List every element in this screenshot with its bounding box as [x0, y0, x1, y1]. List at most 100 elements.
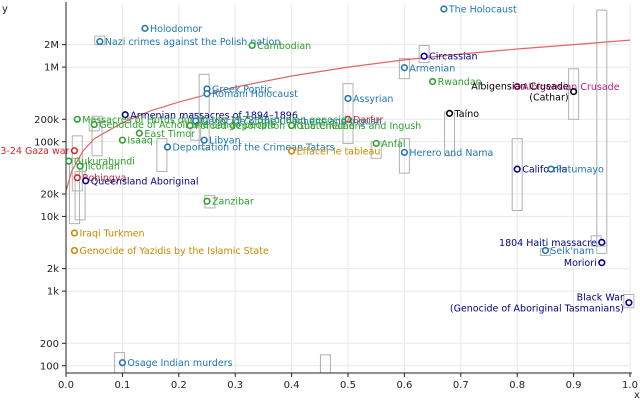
data-label-line: Cambodian	[257, 41, 311, 52]
data-label-line: Genocide of the Chechens and Ingush	[201, 116, 382, 127]
data-point	[141, 24, 149, 32]
data-point	[65, 157, 73, 165]
data-label-line: Darfur	[353, 115, 383, 126]
data-label-line: (Cathar)	[529, 93, 568, 104]
x-tick-label: 0.3	[227, 380, 243, 391]
y-tick-label: 2k	[47, 264, 59, 275]
data-point	[625, 299, 633, 307]
data-label-line: Romani Holocaust	[212, 89, 298, 100]
data-label: Guatemalan	[297, 121, 355, 132]
data-label-line: Selk'nam	[550, 246, 594, 257]
data-label: Massacres of Hutus during the 1972 Burun…	[82, 115, 353, 126]
x-tick-label: 0.2	[171, 380, 187, 391]
data-label-line: Armenian massacres of 1894–1896	[130, 110, 298, 121]
data-point	[288, 121, 296, 130]
data-label: Queensland Aboriginal	[91, 176, 199, 187]
tick-label-layer: 0.0 0.1 0.2 0.3 0.4 0.5 0.6 0.7 0.8 0.9 1.0 100 200 1…	[34, 40, 638, 391]
data-point	[248, 41, 256, 50]
point-layer: The Holocaust Holodomor Nazi crimes agains…	[0, 4, 633, 369]
range-box	[198, 73, 210, 150]
grid-layer	[65, 4, 631, 373]
data-point	[598, 238, 606, 246]
data-label: Albigensian Crusade	[522, 82, 620, 93]
data-label: Genocide of Yazidis by the Islamic State	[79, 246, 268, 257]
data-point	[541, 246, 550, 255]
data-point	[82, 177, 90, 185]
y-tick-label: 200k	[34, 115, 59, 126]
data-point	[192, 117, 200, 125]
x-axis-title: x	[634, 390, 640, 400]
data-point	[344, 94, 352, 103]
data-label: Gukurahundi	[74, 157, 135, 168]
data-point	[163, 143, 172, 151]
data-label: 1804 Haiti massacre	[499, 238, 597, 249]
y-tick-label: 2M	[44, 40, 59, 51]
y-axis-title: y	[2, 4, 8, 15]
data-label: Osage Indian murders	[127, 358, 232, 369]
data-label: Rohingya	[82, 173, 126, 184]
data-point	[400, 64, 409, 72]
data-label-line: (Genocide of Aboriginal Tasmanians)	[450, 304, 624, 315]
x-tick-label: 0.0	[58, 380, 74, 391]
data-label-line: Iraqi Turkmen	[79, 228, 144, 239]
data-point	[344, 115, 352, 123]
range-box	[88, 118, 100, 132]
data-label-line: Circassian	[429, 52, 477, 63]
data-point	[547, 165, 555, 173]
x-tick-label: 0.9	[566, 380, 582, 391]
range-box	[342, 83, 354, 144]
data-label: Black War (Genocide of Aboriginal Tasmani…	[450, 293, 624, 315]
data-label: Anfal	[381, 139, 405, 150]
data-label-line: Osage Indian murders	[127, 358, 232, 369]
data-label-line: Jicorlan	[84, 162, 120, 173]
x-tick-label: 0.6	[396, 380, 412, 391]
data-label-line: Rwandan	[438, 77, 482, 88]
data-label: Libyan	[209, 136, 240, 147]
data-label: Nazi crimes against the Polish nation	[105, 37, 281, 48]
data-label-line: Gukurahundi	[74, 157, 135, 168]
x-tick-label: 0.5	[340, 380, 356, 391]
trend-line	[65, 39, 631, 192]
data-point	[429, 77, 437, 86]
data-point	[70, 147, 79, 155]
data-point	[200, 136, 208, 144]
data-label-line: Herero and Nama	[409, 148, 493, 159]
data-point	[186, 121, 194, 130]
data-label-line: Greek Pontic	[212, 84, 272, 95]
data-label: Darfur	[353, 115, 383, 126]
x-tick-label: 0.7	[453, 380, 469, 391]
data-label: Greek Pontic	[212, 84, 272, 95]
data-label-line: Moriori	[564, 258, 597, 269]
data-label-line: California	[522, 165, 567, 176]
range-box	[68, 157, 80, 225]
data-point	[598, 259, 606, 267]
data-label: East Timor	[144, 129, 195, 140]
data-label-line: Guatemalan	[297, 121, 355, 132]
data-label-line: Albigensian Crusade	[471, 82, 569, 93]
trend-line-layer	[65, 39, 631, 192]
data-label-line: Assyrian	[353, 94, 393, 105]
data-label-line: Deportation of the Crimean Tatars	[173, 143, 335, 154]
y-tick-label: 100	[40, 361, 59, 372]
data-label-line: Albigensian Crusade	[522, 82, 620, 93]
data-label: California	[522, 165, 567, 176]
data-label: Herero and Nama	[409, 148, 493, 159]
range-box	[91, 115, 103, 157]
data-point	[400, 148, 409, 157]
y-tick-label: 100k	[34, 137, 59, 148]
data-label-line: Isaaq	[127, 136, 152, 147]
data-label-line: Effacer le tableau	[297, 147, 381, 158]
y-tick-label: 10k	[40, 212, 59, 223]
data-label: Genocide of the Chechens and Ingush	[201, 116, 382, 127]
data-point	[203, 90, 211, 98]
y-tick-label: 20k	[40, 189, 59, 200]
data-point	[118, 136, 126, 144]
data-point	[73, 174, 81, 182]
data-label-line: 2023-24 Gaza war	[0, 146, 70, 157]
data-point	[73, 115, 81, 123]
data-point	[121, 111, 129, 119]
data-label: Romani Holocaust	[212, 89, 298, 100]
range-box	[623, 294, 635, 309]
